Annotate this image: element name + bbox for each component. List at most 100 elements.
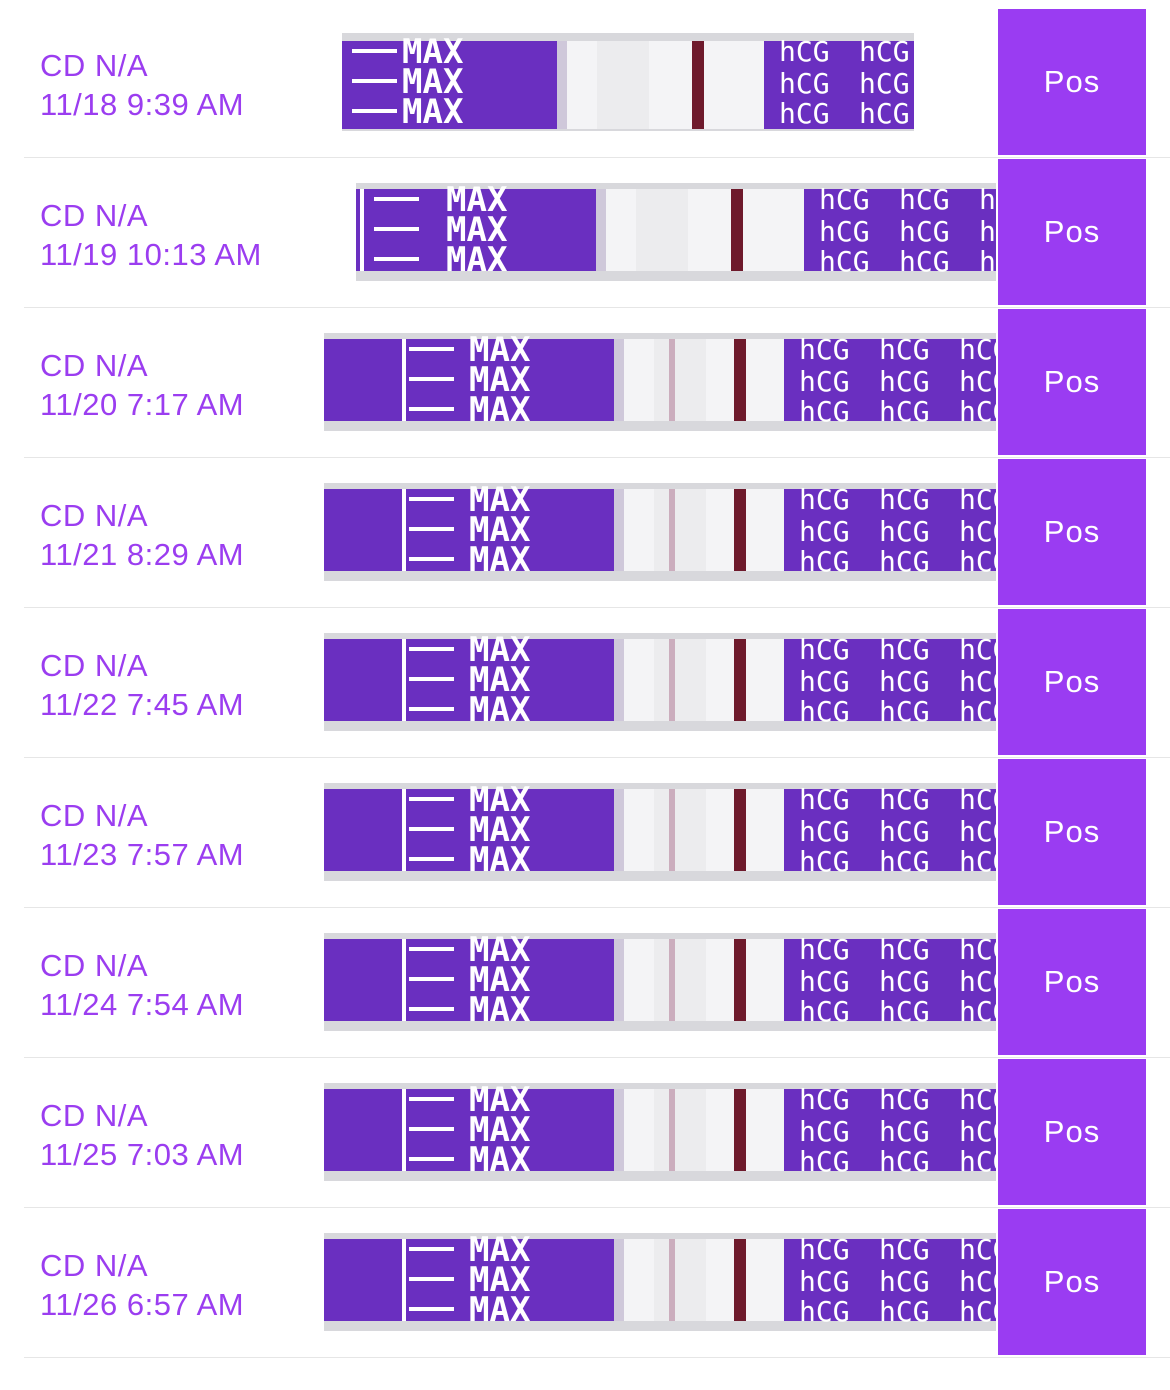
svg-text:MAX: MAX xyxy=(469,1110,531,1150)
svg-text:hCG: hCG xyxy=(799,365,850,398)
svg-text:MAX: MAX xyxy=(469,1233,531,1270)
strip-graphic: MAXMAXMAXhCGhCGhCGhCGhCGhCGhCGhCGhCG xyxy=(324,783,996,881)
entry-text: CD N/A 11/18 9:39 AM xyxy=(40,46,244,124)
entry-text: CD N/A 11/25 7:03 AM xyxy=(40,1096,244,1174)
svg-text:hCG: hCG xyxy=(799,545,850,578)
svg-text:hCG: hCG xyxy=(799,515,850,548)
result-badge[interactable]: Pos xyxy=(996,759,1146,905)
svg-text:hCG: hCG xyxy=(779,97,830,130)
test-datetime: 11/21 8:29 AM xyxy=(40,537,245,572)
test-datetime: 11/20 7:17 AM xyxy=(40,387,245,422)
svg-text:hCG: hCG xyxy=(879,965,930,998)
svg-text:hCG: hCG xyxy=(799,483,850,516)
result-badge[interactable]: Pos xyxy=(996,909,1146,1055)
test-datetime: 11/22 7:45 AM xyxy=(40,687,245,722)
list-item[interactable]: CD N/A 11/26 6:57 AM MAX MAX MAX hCG hCG hCG h… xyxy=(0,1208,1170,1358)
svg-text:hCG: hCG xyxy=(979,245,996,278)
svg-text:hCG: hCG xyxy=(799,1083,850,1116)
cycle-day-label: CD N/A xyxy=(40,348,149,383)
svg-text:hCG: hCG xyxy=(859,67,910,100)
strip-graphic: MAXMAXMAXhCGhCGhCGhCGhCGhCGhCGhCGhCG xyxy=(356,183,996,281)
svg-text:hCG: hCG xyxy=(959,483,996,516)
result-badge[interactable]: Pos xyxy=(996,309,1146,455)
svg-text:hCG: hCG xyxy=(779,67,830,100)
svg-text:hCG: hCG xyxy=(859,35,910,68)
svg-text:hCG: hCG xyxy=(959,933,996,966)
svg-text:MAX: MAX xyxy=(469,660,531,700)
svg-text:MAX: MAX xyxy=(446,210,508,250)
svg-text:hCG: hCG xyxy=(879,1265,930,1298)
svg-text:hCG: hCG xyxy=(959,333,996,366)
test-datetime: 11/18 9:39 AM xyxy=(40,87,245,122)
list-item[interactable]: CD N/A 11/25 7:03 AM MAX MAX MAX hCG hCG hCG h… xyxy=(0,1058,1170,1208)
result-badge[interactable]: Pos xyxy=(996,459,1146,605)
list-item[interactable]: CD N/A 11/20 7:17 AM MAX MAX MAX hCG hCG hCG h… xyxy=(0,308,1170,458)
svg-text:MAX: MAX xyxy=(469,1260,531,1300)
result-badge[interactable]: Pos xyxy=(996,1059,1146,1205)
list-item[interactable]: CD N/A 11/23 7:57 AM MAX MAX MAX hCG hCG hCG h… xyxy=(0,758,1170,908)
result-badge[interactable]: Pos xyxy=(996,609,1146,755)
svg-text:MAX: MAX xyxy=(469,783,531,820)
svg-text:hCG: hCG xyxy=(799,1115,850,1148)
list-item[interactable]: CD N/A 11/22 7:45 AM MAX MAX MAX hCG hCG hCG h… xyxy=(0,608,1170,758)
svg-text:hCG: hCG xyxy=(959,1233,996,1266)
svg-text:hCG: hCG xyxy=(879,1083,930,1116)
cycle-day-label: CD N/A xyxy=(40,948,149,983)
cycle-day-label: CD N/A xyxy=(40,798,149,833)
svg-text:hCG: hCG xyxy=(859,97,910,130)
test-strip-photo: MAXMAXMAXhCGhCGhCGhCGhCGhCGhCGhCGhCG xyxy=(324,933,996,1031)
svg-text:hCG: hCG xyxy=(879,695,930,728)
svg-text:hCG: hCG xyxy=(879,545,930,578)
svg-text:hCG: hCG xyxy=(799,783,850,816)
cycle-day-label: CD N/A xyxy=(40,648,149,683)
svg-text:hCG: hCG xyxy=(799,995,850,1028)
entry-text: CD N/A 11/24 7:54 AM xyxy=(40,946,244,1024)
svg-text:hCG: hCG xyxy=(899,215,950,248)
svg-text:MAX: MAX xyxy=(469,1290,531,1330)
svg-text:hCG: hCG xyxy=(879,395,930,428)
svg-text:hCG: hCG xyxy=(799,395,850,428)
svg-text:MAX: MAX xyxy=(402,33,464,72)
svg-text:hCG: hCG xyxy=(879,515,930,548)
test-datetime: 11/26 6:57 AM xyxy=(40,1287,245,1322)
svg-text:hCG: hCG xyxy=(799,1265,850,1298)
list-item[interactable]: CD N/A 11/18 9:39 AM MAX MAX MAX hCG hCG hCG h… xyxy=(0,8,1170,158)
entry-text: CD N/A 11/22 7:45 AM xyxy=(40,646,244,724)
svg-text:hCG: hCG xyxy=(799,1233,850,1266)
result-badge[interactable]: Pos xyxy=(996,9,1146,155)
svg-text:hCG: hCG xyxy=(799,845,850,878)
svg-text:hCG: hCG xyxy=(779,35,830,68)
svg-text:hCG: hCG xyxy=(799,933,850,966)
test-strip-photo: MAXMAXMAXhCGhCGhCGhCGhCGhCGhCGhCGhCG xyxy=(324,483,996,581)
strip-graphic: MAXMAXMAXhCGhCGhCGhCGhCGhCGhCGhCGhCG xyxy=(324,1233,996,1331)
cycle-day-label: CD N/A xyxy=(40,498,149,533)
svg-text:hCG: hCG xyxy=(799,815,850,848)
svg-text:hCG: hCG xyxy=(819,215,870,248)
result-badge[interactable]: Pos xyxy=(996,1209,1146,1355)
svg-text:hCG: hCG xyxy=(959,1083,996,1116)
strip-graphic: MAXMAXMAXhCGhCGhCGhCGhCGhCGhCGhCGhCG xyxy=(324,633,996,731)
svg-text:hCG: hCG xyxy=(799,1295,850,1328)
svg-text:hCG: hCG xyxy=(819,183,870,216)
svg-text:MAX: MAX xyxy=(469,810,531,850)
list-item[interactable]: CD N/A 11/24 7:54 AM MAX MAX MAX hCG hCG hCG h… xyxy=(0,908,1170,1058)
svg-text:hCG: hCG xyxy=(979,215,996,248)
test-strip-photo: MAXMAXMAXhCGhCGhCGhCGhCGhCGhCGhCGhCG xyxy=(324,783,996,881)
svg-text:MAX: MAX xyxy=(469,960,531,1000)
svg-text:hCG: hCG xyxy=(879,633,930,666)
svg-text:hCG: hCG xyxy=(959,1295,996,1328)
svg-text:MAX: MAX xyxy=(469,633,531,670)
entry-text: CD N/A 11/19 10:13 AM xyxy=(40,196,262,274)
svg-text:MAX: MAX xyxy=(469,333,531,370)
result-badge[interactable]: Pos xyxy=(996,159,1146,305)
list-item[interactable]: CD N/A 11/21 8:29 AM MAX MAX MAX hCG hCG hCG h… xyxy=(0,458,1170,608)
test-datetime: 11/25 7:03 AM xyxy=(40,1137,245,1172)
list-item[interactable]: CD N/A 11/19 10:13 AM MAX MAX MAX hCG hCG hCG… xyxy=(0,158,1170,308)
svg-text:MAX: MAX xyxy=(469,990,531,1030)
entry-text: CD N/A 11/21 8:29 AM xyxy=(40,496,244,574)
svg-text:hCG: hCG xyxy=(879,1295,930,1328)
svg-text:hCG: hCG xyxy=(959,633,996,666)
svg-text:MAX: MAX xyxy=(469,360,531,400)
svg-text:MAX: MAX xyxy=(469,510,531,550)
test-strip-photo: MAXMAXMAXhCGhCGhCGhCGhCGhCGhCGhCGhCG xyxy=(324,333,996,431)
